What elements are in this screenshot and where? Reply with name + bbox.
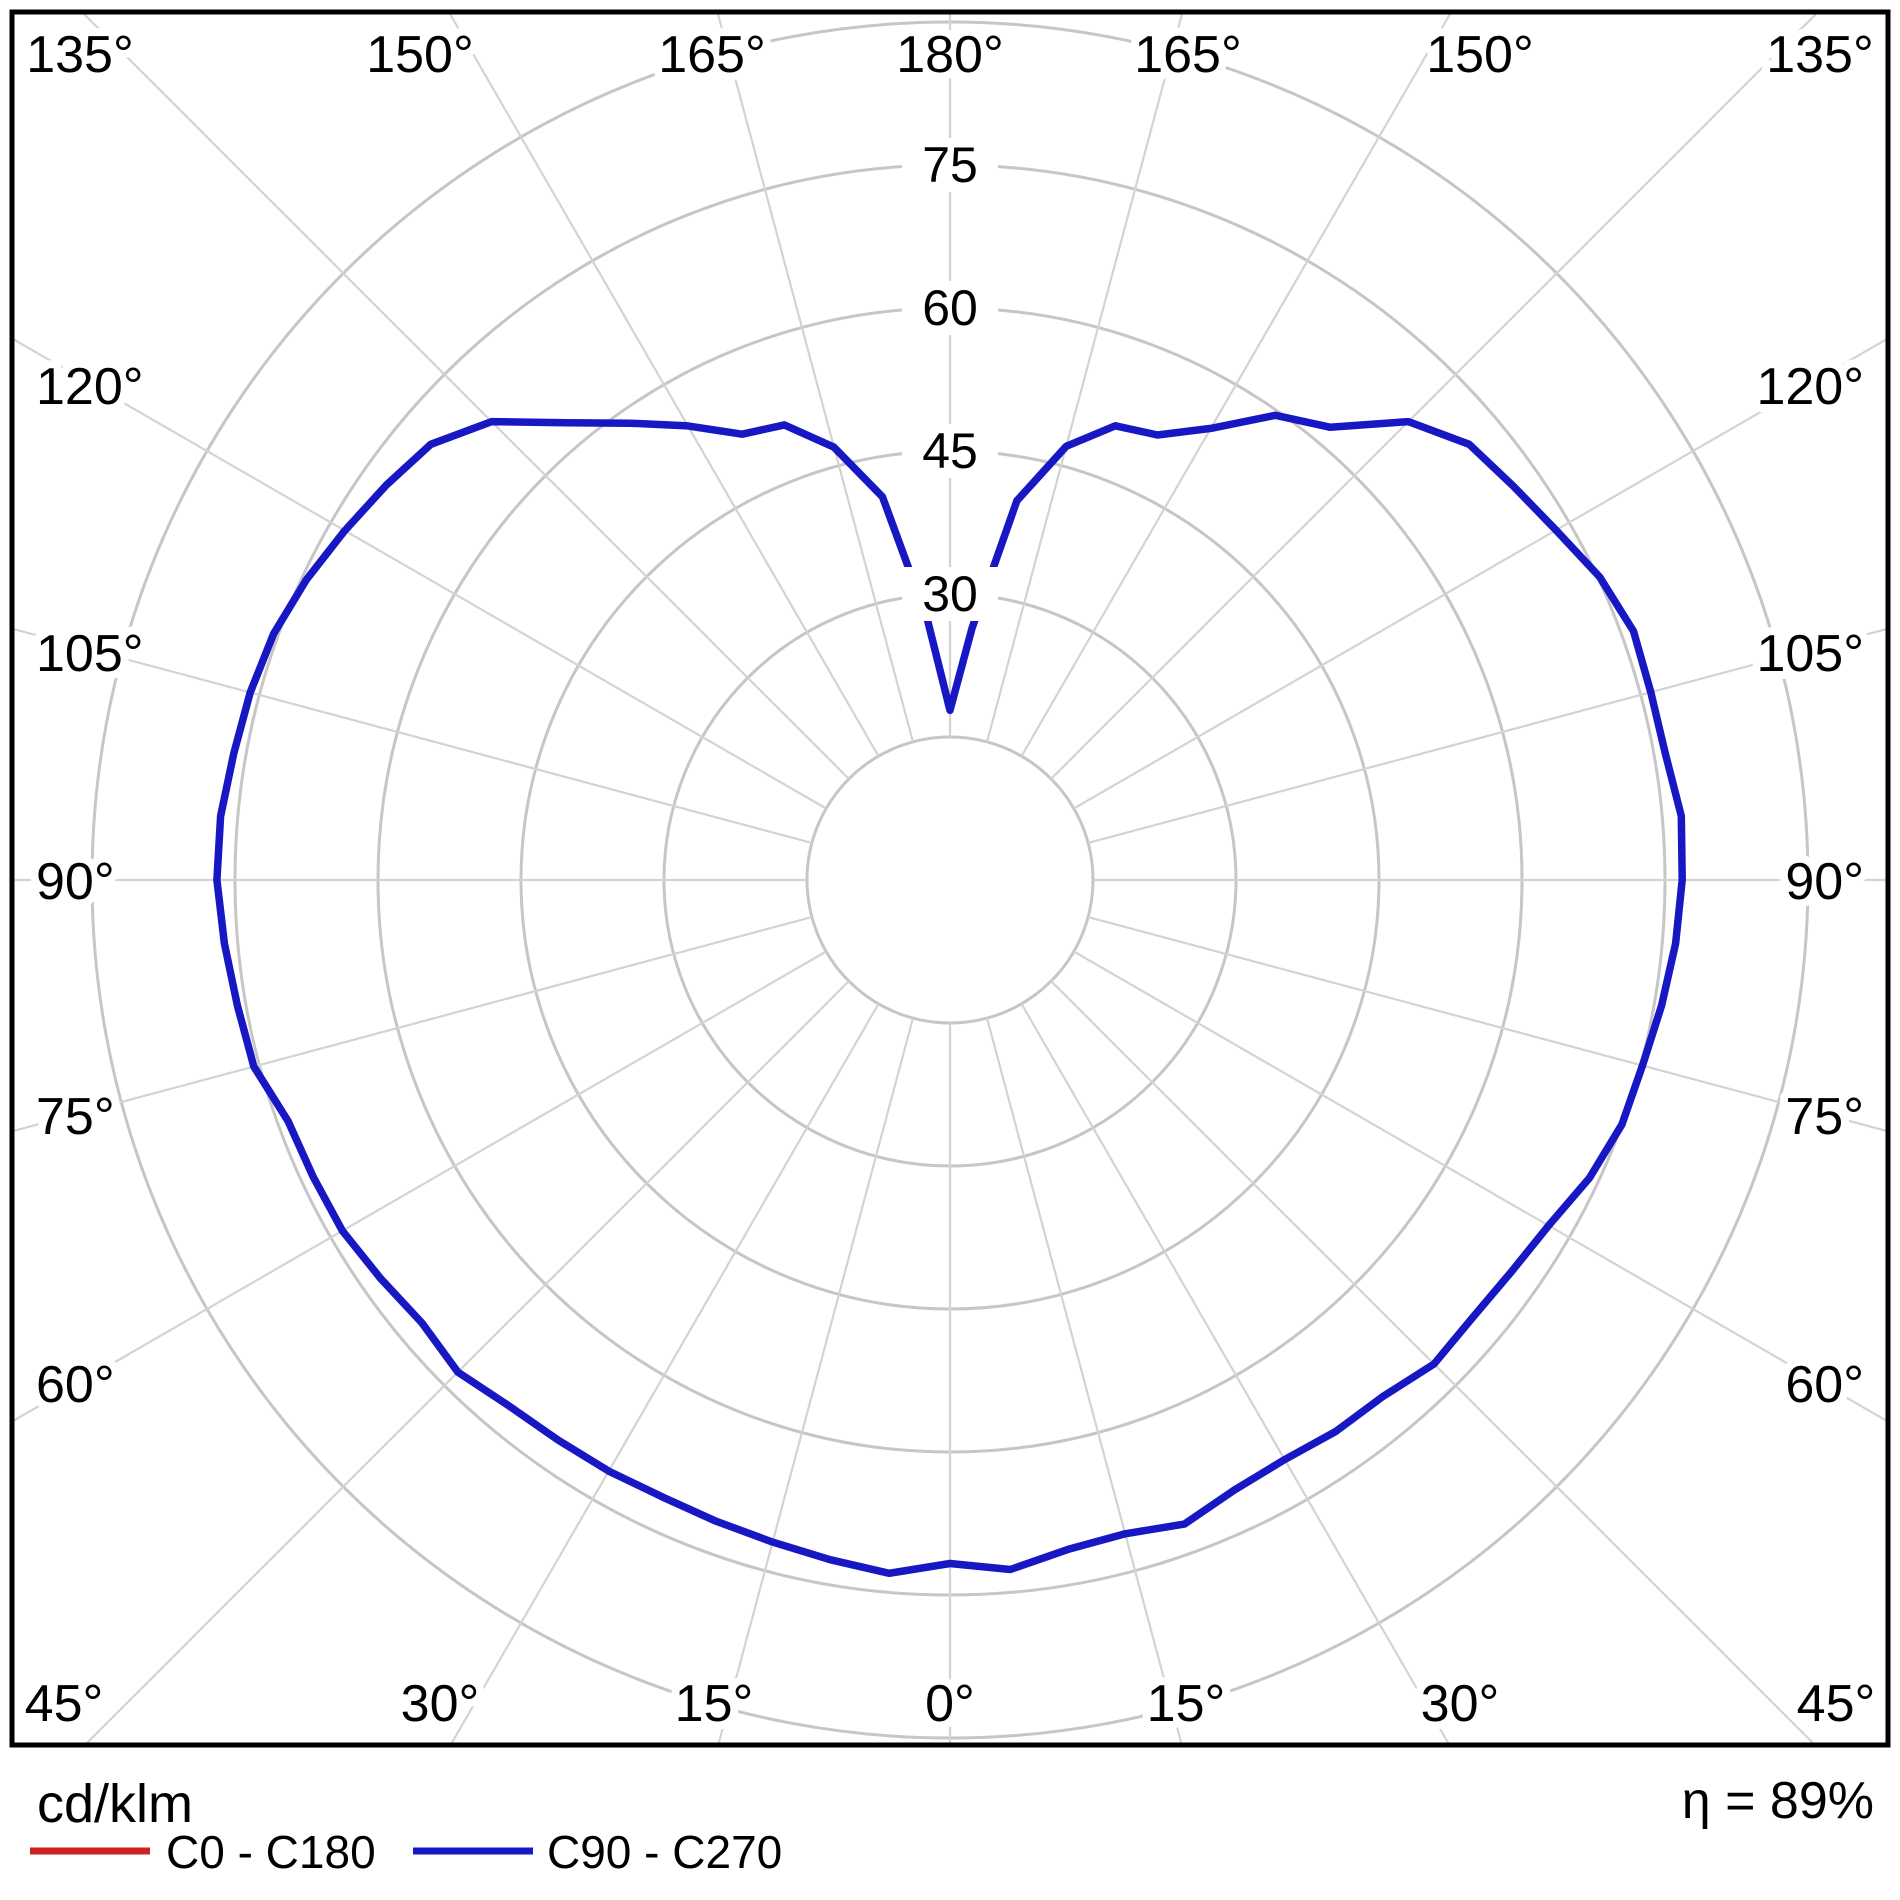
angle-label-right: 120° [1756,358,1864,416]
angle-label-bottom: 15° [675,1675,754,1733]
radial-label: 60 [922,280,978,336]
legend-label-c90: C90 - C270 [547,1826,782,1878]
angle-label-top: 180° [896,26,1004,84]
grid-spoke [1020,1003,1451,1746]
radial-label-mask [902,567,998,621]
angle-label-left: 120° [36,358,144,416]
legend-label-c0: C0 - C180 [166,1826,376,1878]
radial-label: 30 [922,566,978,622]
angle-label-bottom: 45° [25,1675,104,1733]
c90-c270-curve [213,411,1686,1578]
grid-spoke [1020,11,1453,757]
angle-label-top: 150° [1426,26,1534,84]
angle-label-left: 60° [36,1356,115,1414]
angle-label-bottom: 30° [1421,1675,1500,1733]
grid-spoke [1050,11,1819,780]
grid-spoke [11,627,813,845]
angle-label-right: 75° [1785,1088,1864,1146]
radial-label: 45 [922,423,978,479]
grid-spoke [11,337,827,810]
polar-grid [11,11,1889,1746]
radial-label-mask [902,424,998,478]
angle-label-left: 75° [36,1088,115,1146]
units-label: cd/klm [37,1774,193,1834]
grid-ring [805,735,1095,1025]
label-layer: 135° 150° 165° 180° 165° 150° 135° 45° 30° 15° 0° 1… [17,18,1884,1741]
grid-spoke [985,11,1184,743]
grid-spoke [84,980,850,1746]
grid-spoke [81,11,850,780]
grid-spoke [11,915,813,1133]
grid-spoke [717,1017,915,1746]
grid-spoke [449,1003,880,1746]
grid-spoke [716,11,915,743]
angle-label-bottom: 45° [1797,1675,1876,1733]
angle-label-top: 150° [366,26,474,84]
angle-label-bottom: 0° [925,1675,975,1733]
angle-label-right: 90° [1785,853,1864,911]
grid-spoke [1073,950,1889,1423]
grid-spoke [1087,627,1889,845]
angle-label-top: 165° [658,26,766,84]
grid-spoke [1073,337,1889,810]
angle-label-right: 60° [1785,1356,1864,1414]
angle-label-right: 105° [1756,625,1864,683]
angle-label-bottom: 15° [1147,1675,1226,1733]
radial-label-mask [902,138,998,192]
curve-layer [213,411,1686,1578]
angle-label-top: 165° [1134,26,1242,84]
angle-label-top: 135° [1766,26,1874,84]
plot-frame [9,9,1891,1748]
grid-spoke [11,950,827,1423]
grid-spoke [985,1017,1183,1746]
grid-spoke [447,11,880,757]
angle-label-left: 90° [36,853,115,911]
radial-label-mask [902,281,998,335]
radial-label: 75 [922,137,978,193]
angle-label-left: 105° [36,625,144,683]
grid-spoke [1087,915,1889,1133]
angle-label-top: 135° [26,26,134,84]
efficiency-label: η = 89% [1682,1772,1874,1830]
angle-label-bottom: 30° [401,1675,480,1733]
